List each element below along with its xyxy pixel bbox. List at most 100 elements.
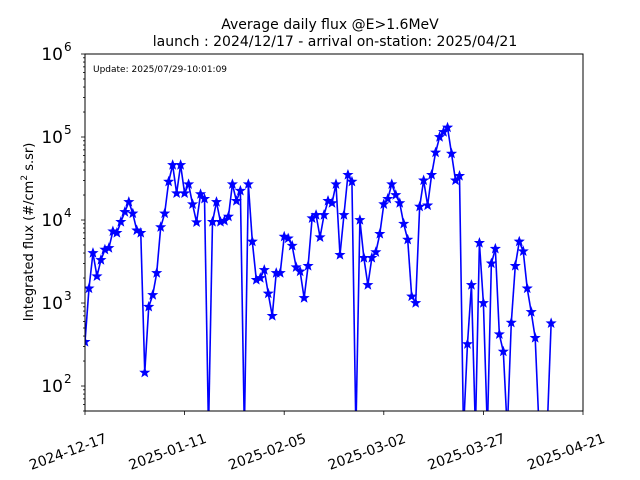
data-point — [314, 231, 326, 242]
series-segment — [307, 218, 313, 266]
data-point — [127, 207, 139, 219]
series-segment — [534, 337, 540, 411]
data-point — [258, 264, 270, 275]
x-tick-label: 2025-03-27 — [426, 431, 508, 474]
data-point — [290, 261, 302, 272]
series-segment — [303, 265, 309, 299]
data-point — [143, 300, 155, 312]
chart-title: Average daily flux @E>1.6MeV — [221, 17, 439, 33]
data-point — [362, 279, 374, 290]
series-segment — [463, 344, 469, 411]
data-point — [473, 237, 485, 248]
data-point — [282, 232, 294, 244]
data-point — [374, 228, 386, 239]
series-segment — [247, 184, 254, 242]
series-segment — [450, 153, 457, 181]
data-point — [410, 297, 422, 308]
data-point — [135, 227, 147, 238]
series-segment — [482, 302, 488, 411]
series-segment — [175, 164, 182, 194]
x-tick-label: 2025-02-05 — [226, 431, 308, 474]
series-layer — [85, 121, 557, 411]
data-point — [326, 197, 338, 208]
data-point — [453, 170, 466, 181]
data-point — [87, 247, 99, 258]
series-segment — [363, 257, 369, 286]
data-point — [183, 178, 195, 189]
series-segment — [458, 175, 464, 411]
data-point — [274, 267, 286, 278]
data-point — [545, 317, 557, 329]
series-segment — [351, 181, 357, 411]
y-tick-label: 10 — [41, 211, 63, 231]
data-point — [230, 195, 242, 206]
y-label-superscript: 2 — [20, 175, 30, 181]
data-point — [334, 249, 346, 260]
data-point — [123, 196, 135, 207]
series-segment — [208, 221, 214, 411]
y-tick-exponent: 5 — [64, 123, 72, 137]
data-point — [406, 290, 418, 302]
data-point — [346, 175, 358, 187]
data-point — [159, 207, 171, 219]
data-point — [505, 316, 517, 328]
data-point — [513, 235, 525, 247]
x-tick-label: 2024-12-17 — [27, 431, 109, 474]
series-segment — [355, 219, 361, 411]
series-segment — [179, 164, 186, 194]
data-point — [198, 192, 211, 204]
data-point — [521, 282, 533, 294]
data-point — [434, 131, 446, 142]
series-markers — [85, 121, 557, 378]
series-segment — [251, 241, 258, 280]
data-point — [445, 147, 458, 159]
series-segment — [171, 164, 178, 194]
data-point — [394, 197, 406, 208]
data-point — [525, 306, 537, 317]
data-point — [354, 214, 366, 225]
y-axis-label: Integrated flux (#/cm2 s.sr) — [20, 143, 37, 322]
data-point — [330, 178, 342, 189]
series-segment — [88, 252, 94, 289]
data-point — [186, 198, 199, 209]
series-segment — [418, 180, 425, 207]
series-segment — [446, 127, 453, 154]
data-point — [163, 175, 175, 187]
data-point — [485, 257, 497, 269]
x-tick-label: 2025-04-21 — [525, 431, 607, 474]
data-point — [139, 366, 151, 378]
y-tick-label: 10 — [41, 128, 63, 148]
series-segment — [163, 181, 170, 214]
series-segment — [195, 194, 202, 223]
series-segment — [475, 242, 481, 411]
data-point — [179, 187, 191, 199]
data-point — [386, 178, 398, 189]
data-point — [414, 200, 426, 212]
series-segment — [139, 232, 146, 373]
series-segment — [487, 263, 493, 411]
series-segment — [143, 306, 150, 373]
data-point — [398, 217, 410, 229]
series-segment — [470, 284, 476, 411]
data-point — [115, 216, 127, 227]
series-segment — [203, 198, 209, 411]
data-point — [422, 199, 434, 211]
series-segment — [530, 311, 536, 339]
data-point — [477, 297, 489, 308]
data-point — [222, 210, 234, 222]
data-point — [111, 227, 123, 238]
data-point — [91, 270, 103, 282]
series-segment — [279, 236, 285, 274]
data-point — [426, 168, 438, 180]
data-point — [461, 338, 474, 349]
data-point — [155, 221, 167, 232]
series-segment — [406, 239, 413, 297]
series-segment — [335, 184, 341, 255]
series-segment — [494, 248, 501, 335]
data-point — [366, 251, 378, 263]
data-point — [509, 260, 521, 271]
data-point — [266, 310, 278, 321]
y-tick-exponent: 4 — [64, 206, 72, 220]
data-point — [95, 254, 107, 265]
